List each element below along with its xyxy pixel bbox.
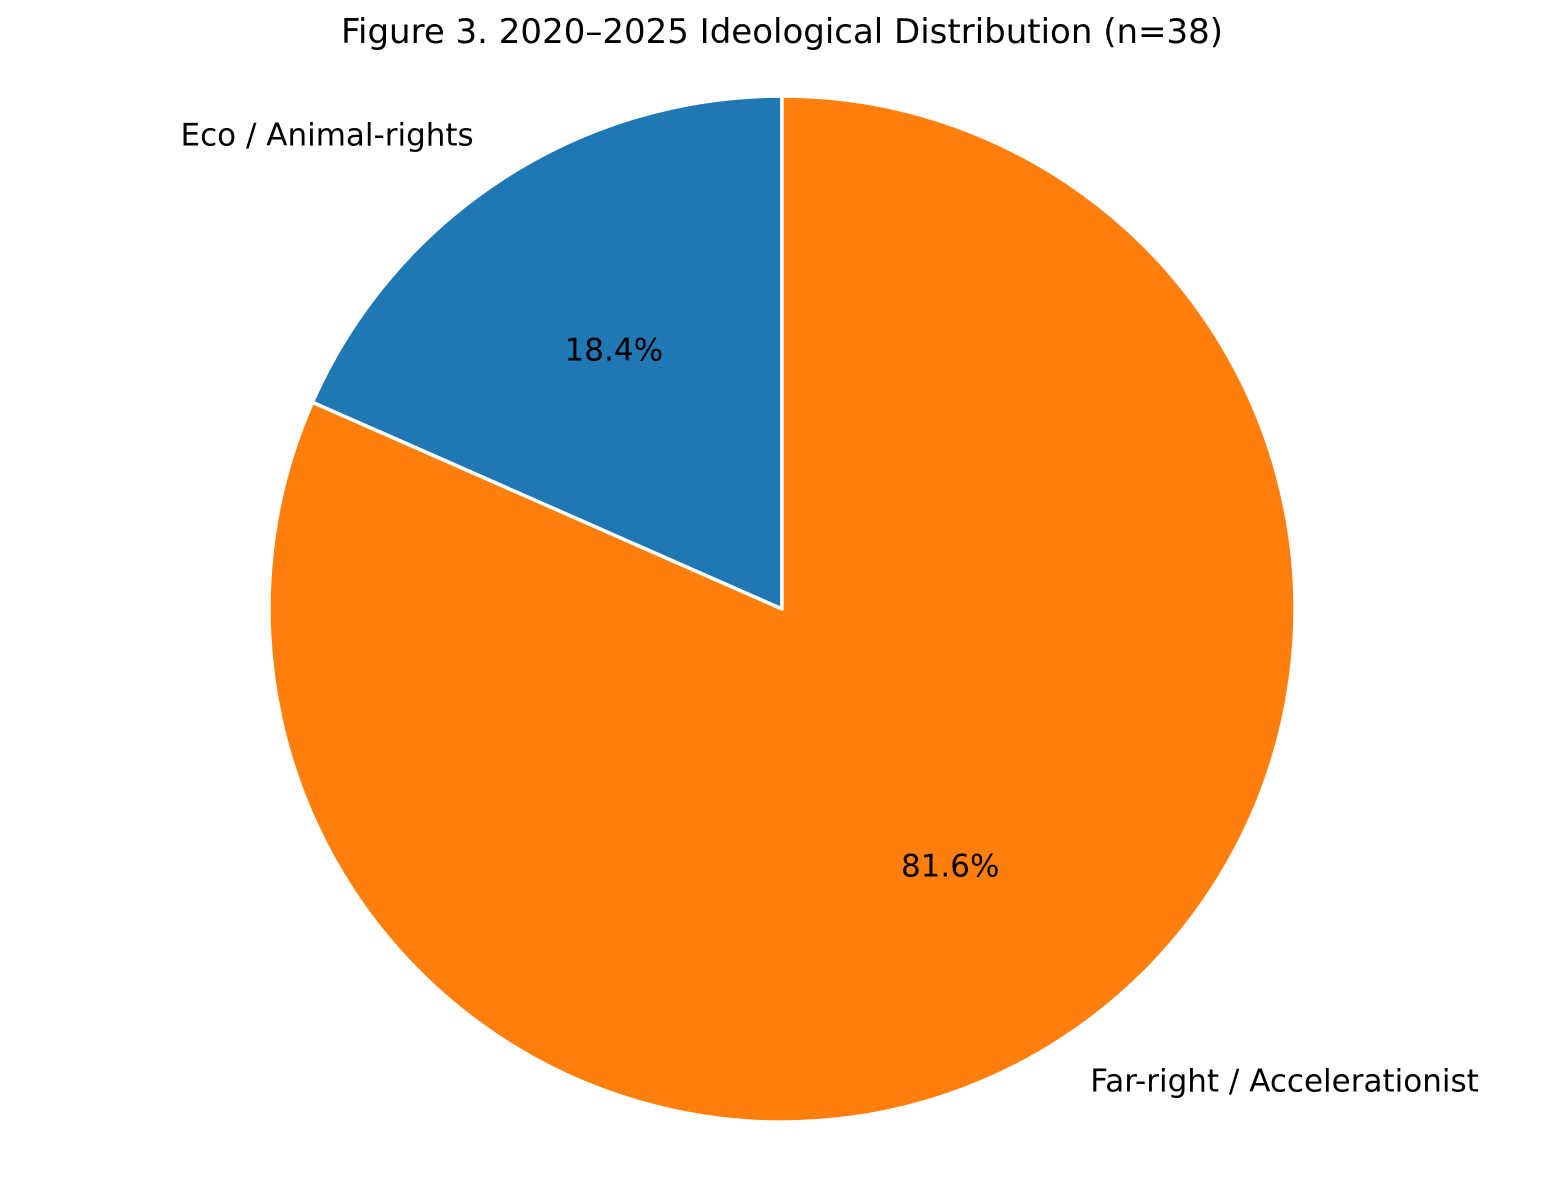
pie-slice-1: [267, 94, 1297, 1124]
pie-slice-0: [310, 94, 784, 611]
slice-label-eco-animal-rights: Eco / Animal-rights: [180, 117, 474, 154]
slice-percent-eco-animal-rights: 18.4%: [564, 332, 664, 369]
chart-title: Figure 3. 2020–2025 Ideological Distribu…: [340, 12, 1224, 52]
slice-percent-far-right-accelerationist: 81.6%: [900, 848, 1000, 885]
slice-label-far-right-accelerationist: Far-right / Accelerationist: [1090, 1063, 1479, 1099]
